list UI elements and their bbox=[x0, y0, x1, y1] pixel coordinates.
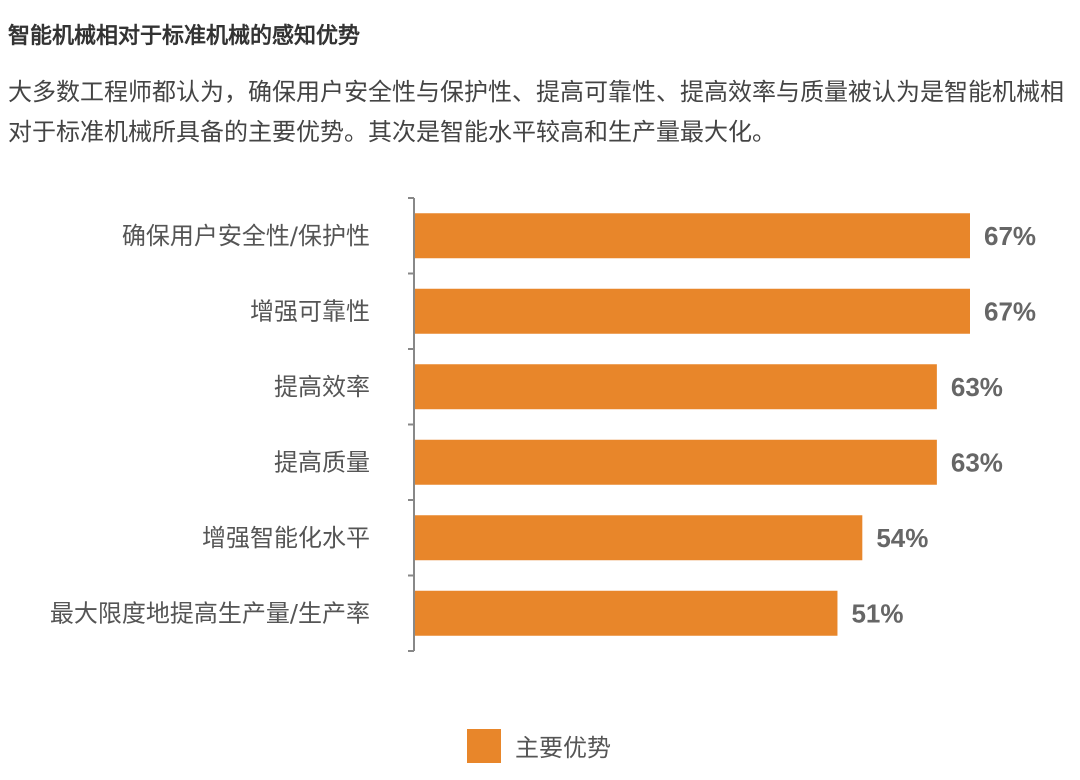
category-label: 增强可靠性 bbox=[250, 297, 370, 325]
value-label: 51% bbox=[851, 598, 903, 628]
legend-label: 主要优势 bbox=[515, 734, 611, 762]
value-label: 54% bbox=[876, 523, 928, 553]
bar bbox=[415, 288, 970, 334]
category-label: 提高质量 bbox=[274, 448, 370, 476]
bar bbox=[415, 213, 970, 259]
bar-chart: 确保用户安全性/保护性 67% 增强可靠性 67% 提高效率 63% 提高质量 63% 增强智能… bbox=[50, 197, 1036, 652]
bar bbox=[415, 439, 937, 485]
bar bbox=[415, 364, 937, 410]
chart-title: 智能机械相对于标准机械的感知优势 bbox=[8, 24, 361, 49]
value-label: 67% bbox=[984, 296, 1036, 326]
value-label: 63% bbox=[951, 447, 1003, 477]
category-label: 确保用户安全性/保护性 bbox=[122, 222, 370, 250]
value-label: 63% bbox=[951, 372, 1003, 402]
chart-subtitle: 大多数工程师都认为，确保用户安全性与保护性、提高可靠性、提高效率与质量被认为是智… bbox=[8, 78, 1064, 146]
value-label: 67% bbox=[984, 221, 1036, 251]
legend-swatch bbox=[467, 728, 501, 763]
bar bbox=[415, 590, 838, 636]
category-label: 最大限度地提高生产量/生产率 bbox=[50, 599, 370, 627]
legend: 主要优势 bbox=[467, 728, 611, 763]
bar bbox=[415, 515, 863, 561]
category-label: 提高效率 bbox=[274, 373, 370, 401]
category-label: 增强智能化水平 bbox=[202, 524, 370, 552]
